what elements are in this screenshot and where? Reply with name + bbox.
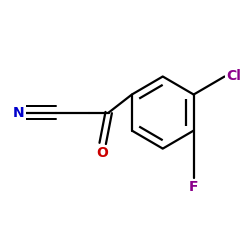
Text: O: O	[97, 146, 108, 160]
Text: Cl: Cl	[226, 70, 241, 84]
Text: F: F	[189, 180, 198, 194]
Text: N: N	[13, 106, 24, 120]
